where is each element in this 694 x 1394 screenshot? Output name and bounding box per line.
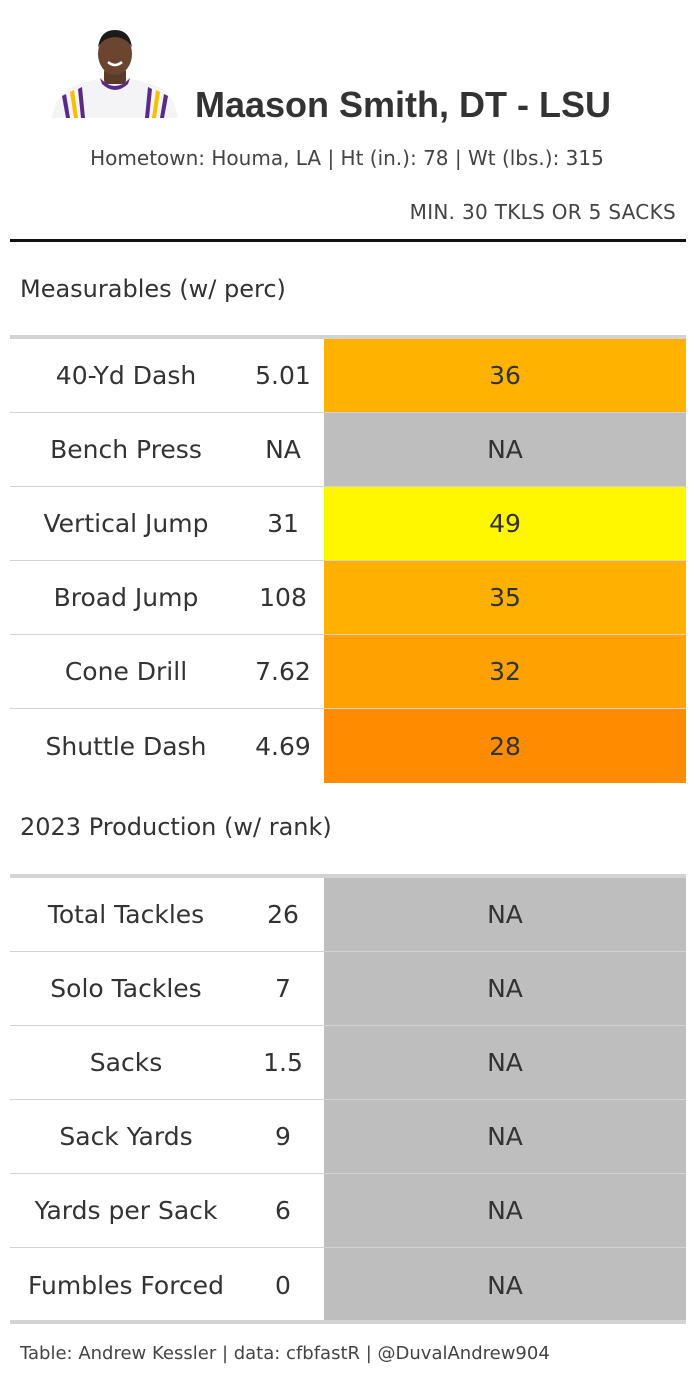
metric-value: NA (265, 435, 301, 464)
percentile-cell: 28 (324, 709, 686, 783)
percentile-cell: NA (324, 413, 686, 486)
table-row: Yards per Sack 6 NA (10, 1174, 686, 1248)
metric-value: 1.5 (263, 1048, 303, 1077)
rank-cell: NA (324, 1174, 686, 1247)
metric-name: Bench Press (50, 435, 202, 464)
metric-name: Fumbles Forced (28, 1270, 224, 1300)
page-title: Maason Smith, DT - LSU (195, 84, 612, 125)
table-row: Sack Yards 9 NA (10, 1100, 686, 1174)
metric-name: Solo Tackles (50, 974, 202, 1003)
rank-cell: NA (324, 878, 686, 951)
metric-value: 7 (275, 974, 291, 1003)
rank-cell: NA (324, 1248, 686, 1322)
metric-name: Broad Jump (53, 583, 199, 612)
table-row: Vertical Jump 31 49 (10, 487, 686, 561)
metric-name: Total Tackles (47, 900, 205, 929)
rank-cell: NA (324, 1026, 686, 1099)
header-divider (10, 239, 686, 242)
metric-name: 40-Yd Dash (55, 361, 197, 390)
metric-name: Cone Drill (64, 657, 188, 686)
metric-name: Sack Yards (59, 1122, 193, 1151)
measurables-group-divider (10, 335, 686, 339)
metric-value: 9 (275, 1122, 291, 1151)
measurables-table: 40-Yd Dash 5.01 36 Bench Press NA NA Ver… (10, 339, 686, 783)
table-row: Cone Drill 7.62 32 (10, 635, 686, 709)
production-group-label: 2023 Production (w/ rank) (20, 813, 332, 841)
player-headshot-icon (52, 30, 178, 118)
rank-cell: NA (324, 1100, 686, 1173)
metric-value: 108 (259, 583, 307, 612)
rank-cell: NA (324, 952, 686, 1025)
player-bio-subtitle: Hometown: Houma, LA | Ht (in.): 78 | Wt … (90, 146, 604, 170)
percentile-cell: 32 (324, 635, 686, 708)
table-row: Fumbles Forced 0 NA (10, 1248, 686, 1322)
metric-value: 0 (275, 1270, 291, 1300)
qualification-note: MIN. 30 TKLS OR 5 SACKS (409, 200, 676, 224)
metric-name: Shuttle Dash (45, 731, 207, 761)
percentile-cell: 49 (324, 487, 686, 560)
table-header: Maason Smith, DT - LSU Hometown: Houma, … (0, 0, 694, 245)
production-group-divider (10, 874, 686, 878)
table-bottom-divider (10, 1320, 686, 1324)
production-table: Total Tackles 26 NA Solo Tackles 7 NA Sa… (10, 878, 686, 1322)
measurables-group-label: Measurables (w/ perc) (20, 275, 286, 303)
metric-name: Sacks (89, 1048, 163, 1077)
metric-value: 31 (267, 509, 299, 538)
metric-value: 4.69 (255, 731, 311, 761)
table-row: 40-Yd Dash 5.01 36 (10, 339, 686, 413)
table-row: Solo Tackles 7 NA (10, 952, 686, 1026)
metric-value: 7.62 (255, 657, 311, 686)
source-caption: Table: Andrew Kessler | data: cfbfastR |… (20, 1343, 550, 1364)
percentile-cell: 36 (324, 339, 686, 412)
table-row: Total Tackles 26 NA (10, 878, 686, 952)
metric-value: 26 (267, 900, 299, 929)
table-row: Sacks 1.5 NA (10, 1026, 686, 1100)
metric-name: Vertical Jump (43, 509, 209, 538)
metric-name: Yards per Sack (34, 1196, 218, 1225)
metric-value: 6 (275, 1196, 291, 1225)
metric-value: 5.01 (255, 361, 311, 390)
table-row: Broad Jump 108 35 (10, 561, 686, 635)
percentile-cell: 35 (324, 561, 686, 634)
table-row: Bench Press NA NA (10, 413, 686, 487)
table-row: Shuttle Dash 4.69 28 (10, 709, 686, 783)
